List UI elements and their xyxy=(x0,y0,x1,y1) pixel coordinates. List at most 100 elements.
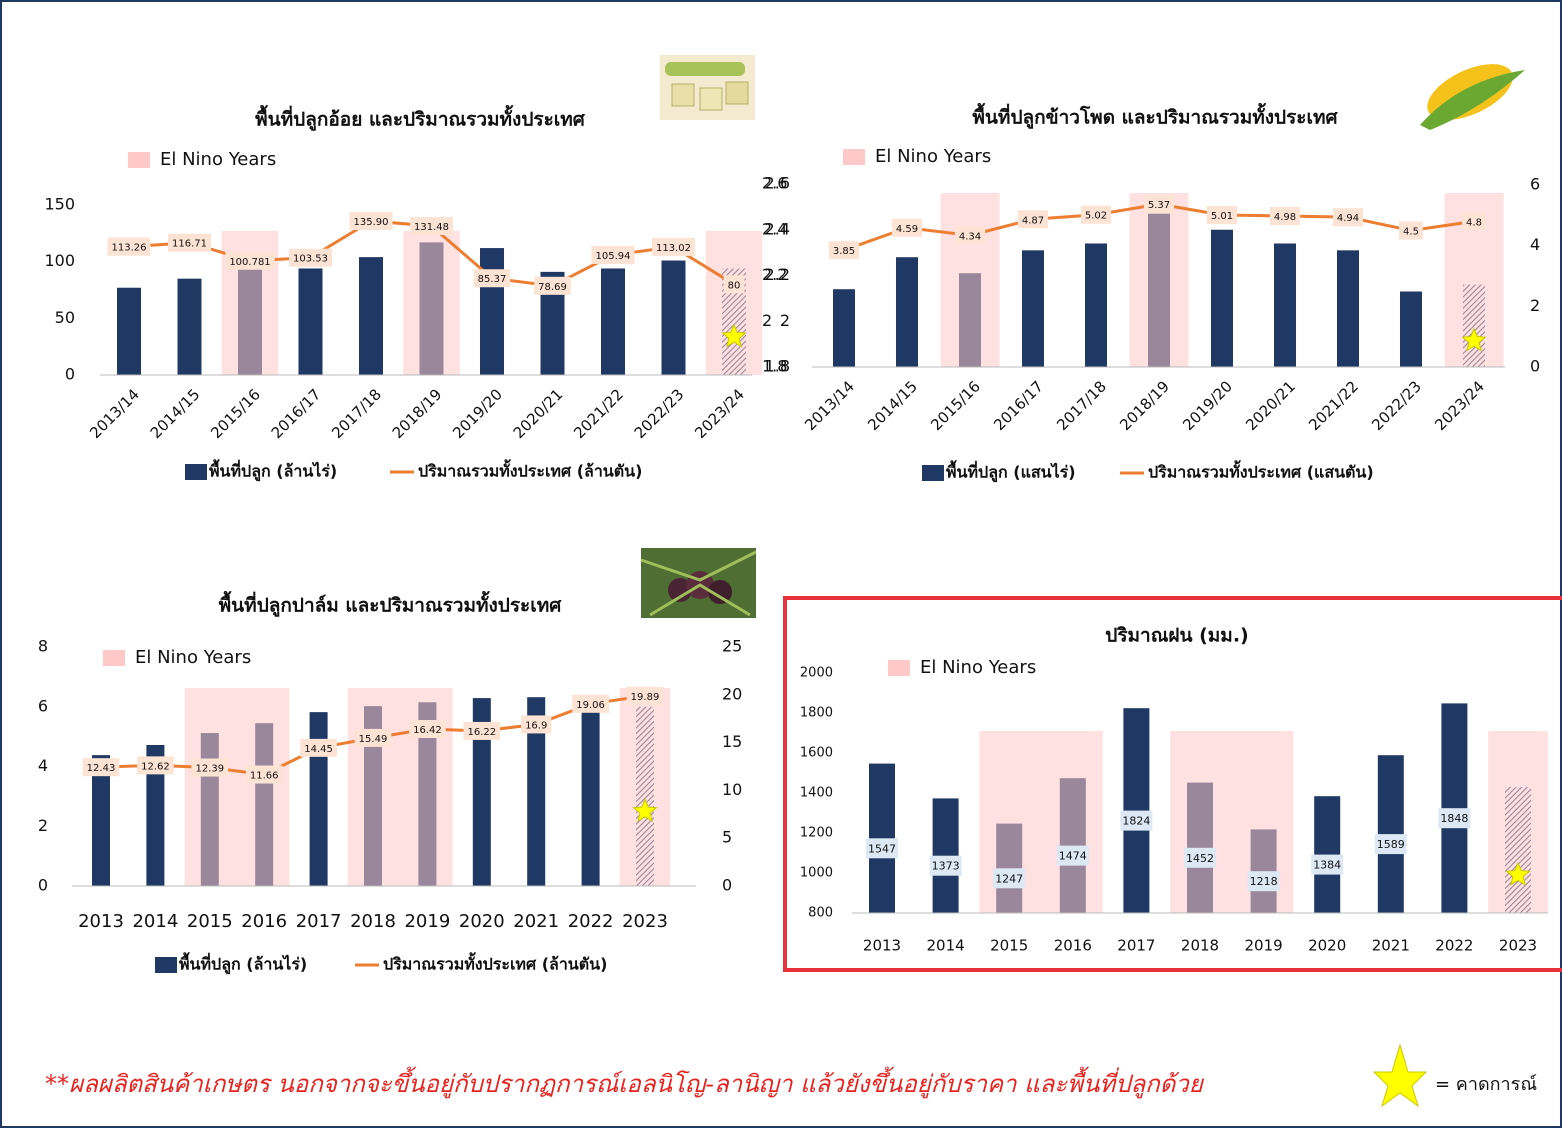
el-nino-band xyxy=(706,231,763,375)
el-nino-band xyxy=(348,688,402,886)
bar xyxy=(1085,243,1107,367)
x-tick-label: 2015/16 xyxy=(207,385,264,442)
y2-tick-label: 2 xyxy=(762,311,772,330)
y2-tick-label: 5 xyxy=(722,828,732,847)
y2-tick-label: 0 xyxy=(1530,357,1540,376)
bar xyxy=(1274,243,1296,367)
bar xyxy=(1022,250,1044,367)
legend-label: El Nino Years xyxy=(920,657,1036,678)
x-tick-label: 2014/15 xyxy=(147,385,204,442)
x-tick-label: 2013/14 xyxy=(86,385,143,442)
x-tick-label: 2015 xyxy=(990,937,1028,955)
data-label: 78.69 xyxy=(538,282,567,293)
sugarcane-image xyxy=(660,55,755,120)
x-tick-label: 2019/20 xyxy=(1179,377,1236,434)
x-tick-label: 2015/16 xyxy=(927,377,984,434)
data-label: 135.90 xyxy=(354,217,389,228)
x-tick-label: 2023 xyxy=(1499,937,1537,955)
x-tick-label: 2018/19 xyxy=(389,385,446,442)
y2-tick-label: 2 xyxy=(1530,296,1540,315)
chart-title: พื้นที่ปลูกอ้อย และปริมาณรวมทั้งประเทศ xyxy=(255,105,586,132)
x-tick-label: 2016 xyxy=(1054,937,1092,955)
bar xyxy=(1337,250,1359,367)
el-nino-band xyxy=(1130,193,1189,367)
legend-label: ปริมาณรวมทั้งประเทศ (แสนตัน) xyxy=(1148,460,1374,482)
legend-swatch xyxy=(103,650,125,666)
palm-image xyxy=(641,548,756,618)
y-tick-label: 1.8 xyxy=(765,357,790,376)
data-label: 4.8 xyxy=(1466,217,1482,228)
y2-tick-label: 0 xyxy=(722,876,732,895)
bar xyxy=(359,257,383,375)
data-label: 5.01 xyxy=(1211,211,1233,222)
data-label: 4.5 xyxy=(1403,227,1419,238)
data-label: 12.43 xyxy=(87,763,116,774)
x-tick-label: 2020/21 xyxy=(1242,377,1299,434)
data-label: 105.94 xyxy=(596,251,631,262)
x-tick-label: 2022 xyxy=(568,911,614,932)
legend-label: พื้นที่ปลูก (ล้านไร่) xyxy=(179,952,307,976)
data-label: 19.06 xyxy=(576,700,605,711)
x-tick-label: 2016/17 xyxy=(268,385,325,442)
data-label: 113.02 xyxy=(656,243,691,254)
data-label: 4.98 xyxy=(1274,212,1296,223)
y-tick-label: 2.6 xyxy=(765,174,790,193)
dashboard: **ผลผลิตสินค้าเกษตร นอกจากจะขึ้นอยู่กับป… xyxy=(0,0,1562,1128)
legend-label: พื้นที่ปลูก (ล้านไร่) xyxy=(209,459,337,483)
x-tick-label: 2023 xyxy=(622,911,668,932)
bar xyxy=(299,268,323,375)
y-tick-label: 1200 xyxy=(800,826,833,841)
x-tick-label: 2017/18 xyxy=(1053,377,1110,434)
data-label: 1247 xyxy=(995,872,1023,885)
x-tick-label: 2022/23 xyxy=(1368,377,1425,434)
legend-swatch xyxy=(888,660,910,676)
data-label: 15.49 xyxy=(359,734,388,745)
y-tick-label: 2 xyxy=(780,311,790,330)
x-tick-label: 2013 xyxy=(863,937,901,955)
data-label: 1547 xyxy=(868,842,896,855)
el-nino-band xyxy=(239,688,289,886)
x-tick-label: 2020 xyxy=(459,911,505,932)
x-tick-label: 2013 xyxy=(78,911,124,932)
data-label: 5.02 xyxy=(1085,211,1107,222)
y2-tick-label: 4 xyxy=(1530,235,1540,254)
y-tick-label: 2 xyxy=(38,816,48,835)
data-label: 16.9 xyxy=(525,720,547,731)
star-icon xyxy=(1374,1045,1426,1106)
data-label: 4.94 xyxy=(1337,213,1359,224)
el-nino-band xyxy=(941,193,1000,367)
bar xyxy=(582,701,600,886)
y-tick-label: 4 xyxy=(38,756,48,775)
x-tick-label: 2022/23 xyxy=(631,385,688,442)
data-label: 12.62 xyxy=(141,761,170,772)
x-tick-label: 2022 xyxy=(1435,937,1473,955)
x-tick-label: 2021 xyxy=(513,911,559,932)
bar xyxy=(662,261,686,375)
data-label: 1384 xyxy=(1313,859,1341,872)
y-tick-label: 2.2 xyxy=(765,265,790,284)
x-tick-label: 2015 xyxy=(187,911,233,932)
y2-tick-label: 25 xyxy=(722,637,742,656)
bar xyxy=(178,279,202,375)
bar xyxy=(310,712,328,886)
y-tick-label: 8 xyxy=(38,637,48,656)
y-tick-label: 0 xyxy=(38,876,48,895)
data-label: 1848 xyxy=(1440,812,1468,825)
x-tick-label: 2021/22 xyxy=(1305,377,1362,434)
bar xyxy=(117,288,141,375)
data-label: 4.59 xyxy=(896,224,918,235)
data-label: 14.45 xyxy=(304,744,333,755)
data-label: 1452 xyxy=(1186,852,1214,865)
data-label: 85.37 xyxy=(478,274,507,285)
x-tick-label: 2018/19 xyxy=(1116,377,1173,434)
data-label: 19.89 xyxy=(631,692,660,703)
data-label: 1824 xyxy=(1122,815,1150,828)
data-label: 1474 xyxy=(1059,850,1087,863)
data-label: 16.42 xyxy=(413,725,442,736)
data-label: 3.85 xyxy=(833,246,855,257)
chart-title: พื้นที่ปลูกข้าวโพด และปริมาณรวมทั้งประเท… xyxy=(972,103,1338,130)
legend-swatch xyxy=(128,152,150,168)
y-tick-label: 1000 xyxy=(800,866,833,881)
y-tick-label: 6 xyxy=(38,696,48,715)
data-label: 1589 xyxy=(1377,838,1405,851)
